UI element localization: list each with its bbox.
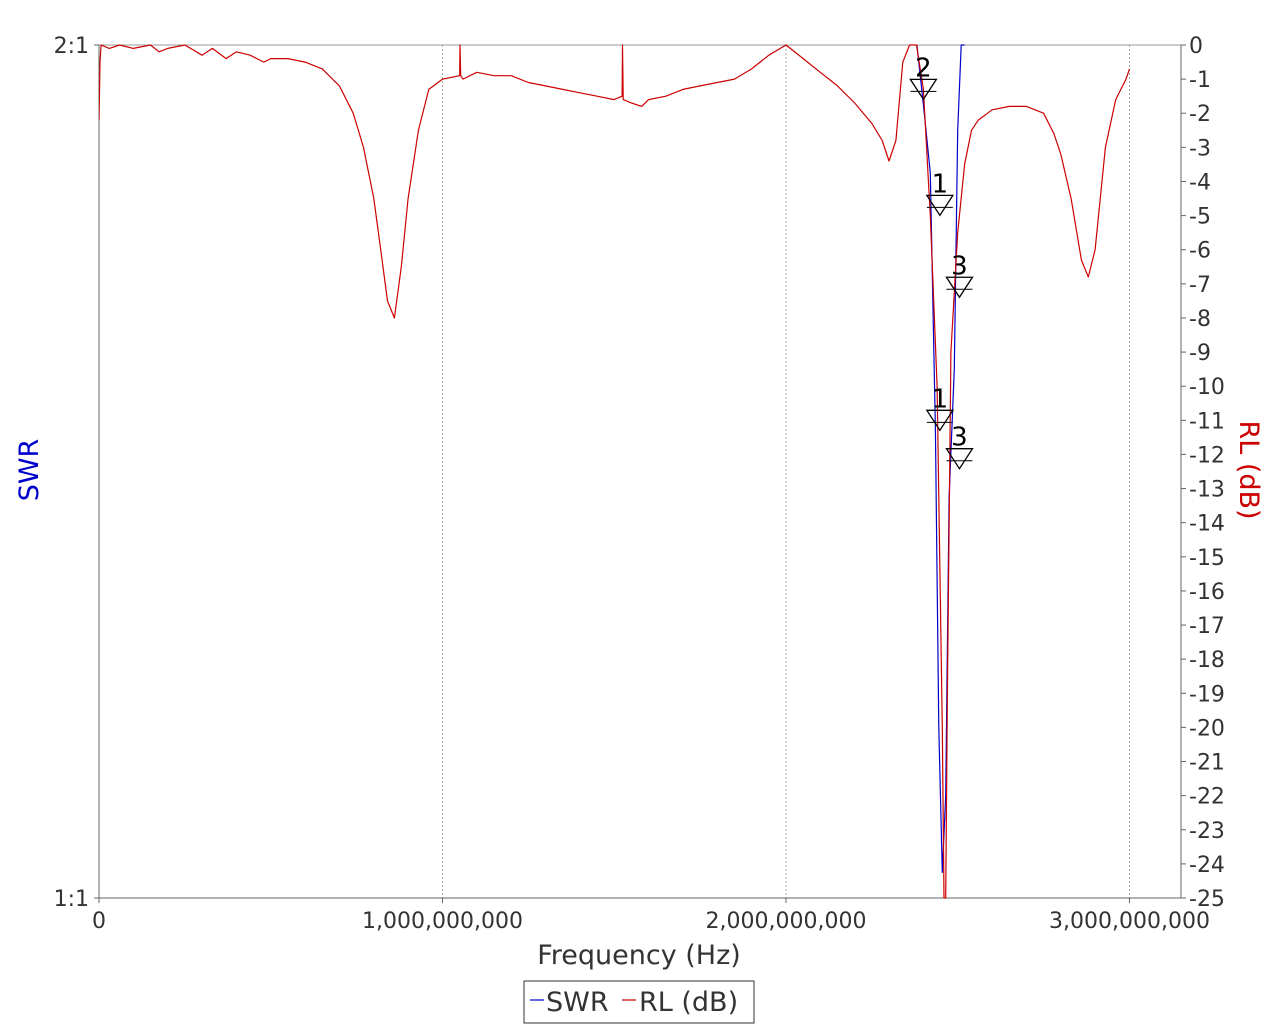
right-tick-label: -21 — [1189, 751, 1225, 776]
series-line-swr — [916, 44, 965, 874]
x-tick-label: 3,000,000,000 — [1049, 909, 1210, 934]
legend-label-rl: RL (dB) — [639, 987, 738, 1018]
left-tick-label: 2:1 — [54, 34, 89, 59]
right-tick-label: -15 — [1189, 546, 1225, 571]
left-axis-title: SWR — [14, 439, 45, 502]
right-tick-label: -22 — [1189, 785, 1225, 810]
plot-area — [98, 44, 1182, 899]
marker-label: 3 — [951, 251, 968, 281]
marker-label: 2 — [915, 53, 932, 83]
x-axis-title: Frequency (Hz) — [537, 940, 741, 971]
right-tick-label: -5 — [1189, 205, 1211, 230]
marker-label: 1 — [932, 169, 949, 199]
right-tick-label: -12 — [1189, 443, 1225, 468]
x-tick-label: 2,000,000,000 — [706, 909, 867, 934]
right-tick-label: -25 — [1189, 887, 1225, 912]
right-tick-label: -18 — [1189, 648, 1225, 673]
x-axis: 0 1,000,000,000 2,000,000,000 3,000,000,000 — [92, 897, 1210, 934]
legend-box — [523, 980, 755, 1024]
legend: SWR RL (dB) — [523, 980, 755, 1024]
right-tick-label: -16 — [1189, 580, 1225, 605]
marker-label: 3 — [951, 423, 968, 453]
right-tick-label: -1 — [1189, 68, 1211, 93]
marker-triangle — [945, 276, 974, 299]
grid — [441, 45, 1130, 898]
right-tick-label: -11 — [1189, 409, 1225, 434]
series-line-rl-db — [99, 44, 1131, 899]
right-tick-label: -20 — [1189, 716, 1225, 741]
right-tick-label: -23 — [1189, 819, 1225, 844]
left-tick-label: 1:1 — [54, 887, 89, 912]
right-axis-title: RL (dB) — [1233, 420, 1264, 519]
right-tick-label: -17 — [1189, 614, 1225, 639]
right-tick-label: -10 — [1189, 375, 1225, 400]
legend-label-swr: SWR — [546, 987, 609, 1018]
right-tick-label: -6 — [1189, 239, 1211, 264]
right-tick-label: 0 — [1189, 34, 1203, 59]
right-tick-label: -4 — [1189, 170, 1211, 195]
right-tick-label: -14 — [1189, 512, 1225, 537]
marker-triangle — [909, 78, 938, 101]
x-tick-label: 1,000,000,000 — [362, 909, 523, 934]
x-tick-label: 0 — [92, 909, 106, 934]
marker-triangle — [945, 448, 974, 470]
right-tick-label: -7 — [1189, 273, 1211, 298]
marker-label: 1 — [932, 384, 949, 414]
right-tick-label: -9 — [1189, 341, 1211, 366]
right-tick-label: -2 — [1189, 102, 1211, 127]
marker-triangle — [925, 194, 955, 217]
right-tick-label: -19 — [1189, 682, 1225, 707]
right-tick-label: -24 — [1189, 853, 1225, 878]
series-layer — [99, 44, 1131, 899]
right-tick-label: -8 — [1189, 307, 1211, 332]
right-axis: 0 -1 -2 -3 -4 -5 -6 -7 -8 -9 -10 -11 -12 -13 -14 -15 -16… — [1180, 34, 1225, 912]
right-tick-label: -3 — [1189, 136, 1211, 161]
left-axis: 2:1 1:1 — [54, 34, 100, 912]
right-tick-label: -13 — [1189, 478, 1225, 503]
marker-triangle — [925, 409, 955, 432]
